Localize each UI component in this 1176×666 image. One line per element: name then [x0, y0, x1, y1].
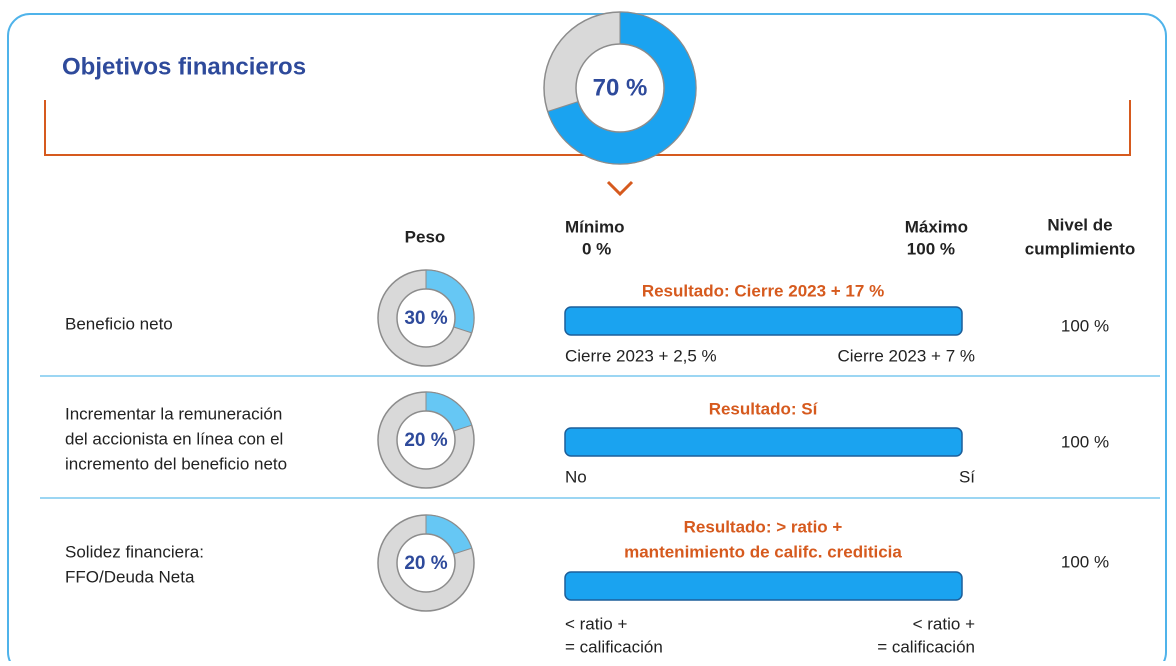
compliance: 100 %: [1061, 432, 1109, 451]
bar: [564, 427, 963, 457]
min-label: = calificación: [565, 637, 663, 656]
max-label: Cierre 2023 + 7 %: [838, 346, 976, 365]
max-label: = calificación: [877, 637, 975, 656]
donut-hole: [396, 410, 456, 470]
min-label: No: [565, 467, 587, 486]
header-max: Máximo: [905, 217, 968, 236]
header-max-value: 100 %: [907, 239, 955, 258]
donut-label: 70 %: [593, 74, 648, 101]
header-min: Mínimo: [565, 217, 625, 236]
donut-hole: [396, 533, 456, 593]
donut-hole: [396, 288, 456, 348]
donut-label: 20 %: [404, 430, 447, 451]
min-label: < ratio +: [565, 614, 627, 633]
min-label: Cierre 2023 + 2,5 %: [565, 346, 717, 365]
result: Resultado: Cierre 2023 + 17 %: [642, 281, 884, 300]
result: Resultado: > ratio +: [684, 517, 843, 536]
header-compliance: cumplimiento: [1025, 239, 1136, 258]
bar: [564, 571, 963, 601]
donut-label: 20 %: [404, 553, 447, 574]
max-label: Sí: [959, 467, 975, 486]
row-label: Solidez financiera:: [65, 542, 204, 561]
compliance: 100 %: [1061, 316, 1109, 335]
header-compliance: Nivel de: [1047, 215, 1112, 234]
title: Objetivos financieros: [62, 53, 306, 80]
compliance: 100 %: [1061, 552, 1109, 571]
row-label: FFO/Deuda Neta: [65, 567, 195, 586]
donut-hole: [575, 43, 665, 133]
header-min-value: 0 %: [582, 239, 611, 258]
result: Resultado: Sí: [709, 399, 819, 418]
donut-label: 30 %: [404, 308, 447, 329]
separators: [40, 375, 1160, 499]
chevron: [606, 180, 634, 197]
result: mantenimiento de califc. crediticia: [624, 542, 902, 561]
panel-border: [7, 13, 1167, 666]
row-label: incremento del beneficio neto: [65, 454, 287, 473]
row-label: del accionista en línea con el: [65, 429, 283, 448]
max-label: < ratio +: [913, 614, 975, 633]
row-label: Beneficio neto: [65, 314, 173, 333]
bar: [564, 306, 963, 336]
header-weight: Peso: [405, 227, 446, 246]
row-label: Incrementar la remuneración: [65, 404, 282, 423]
